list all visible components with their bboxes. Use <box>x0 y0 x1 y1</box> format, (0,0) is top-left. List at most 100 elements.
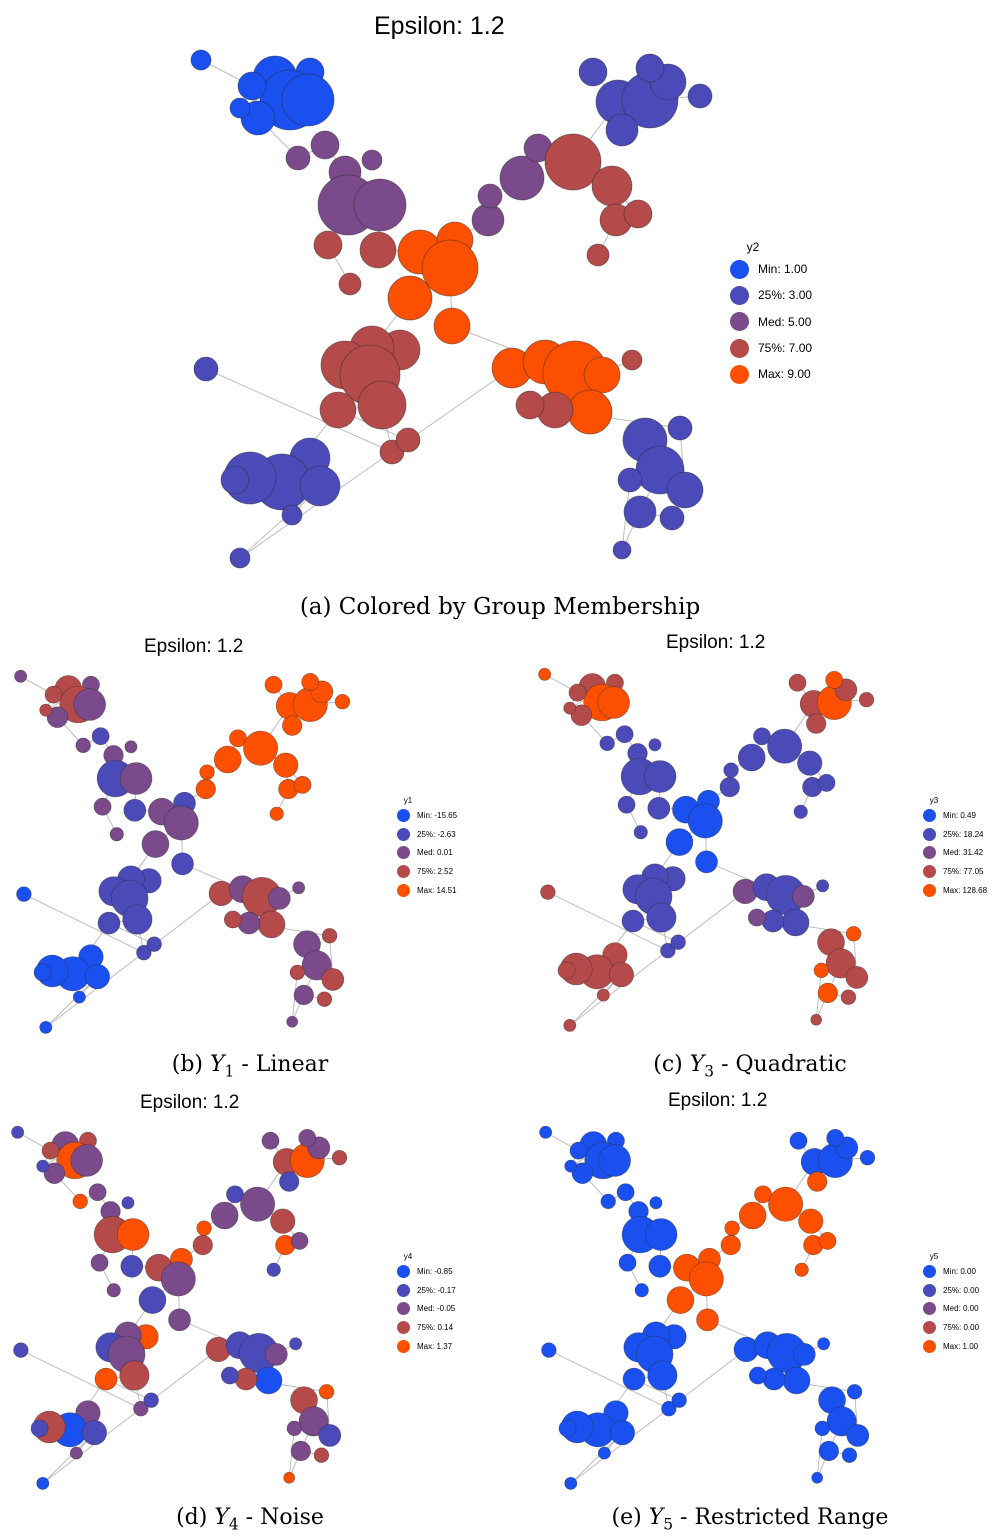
graph-node <box>600 1193 616 1210</box>
graph-node <box>116 1218 150 1251</box>
legend-swatch <box>397 864 410 878</box>
graph-node <box>30 1419 49 1438</box>
graph-node <box>596 988 610 1002</box>
graph-node <box>120 1254 144 1278</box>
graph-node <box>122 904 153 935</box>
graph-node <box>477 183 503 209</box>
graph-node <box>223 910 242 929</box>
legend-label: 75%: 77.05 <box>943 866 984 876</box>
network-graph <box>190 49 713 569</box>
legend-swatch <box>397 1302 410 1316</box>
graph-node <box>264 675 283 694</box>
graph-node <box>196 1220 212 1236</box>
graph-node <box>781 908 810 937</box>
graph-node <box>826 1129 845 1147</box>
graph-node <box>39 1020 53 1034</box>
graph-node <box>121 1196 135 1210</box>
legend: y3 Min: 0.49 25%: 18.24 Med: 31.42 75%: … <box>923 796 987 899</box>
graph-node <box>213 745 242 774</box>
graph-node <box>767 728 803 764</box>
legend-label: Max: 14.51 <box>417 885 457 895</box>
graph-node <box>644 1218 678 1251</box>
graph-node <box>46 706 69 728</box>
graph-node <box>788 673 807 692</box>
graph-node <box>220 1366 239 1385</box>
graph-node <box>289 964 306 981</box>
graph-node <box>623 199 653 229</box>
graph-node <box>361 149 383 171</box>
legend-item: Max: 128.68 <box>923 881 987 900</box>
graph-node <box>612 540 632 560</box>
graph-node <box>285 145 311 171</box>
graph-edge <box>45 893 222 1028</box>
panel-title: Epsilon: 1.2 <box>140 1092 240 1113</box>
graph-node <box>687 803 723 839</box>
panel-c: Epsilon: 1.2 y3 Min: 0.49 25%: 18.24 Med… <box>500 628 1000 1083</box>
graph-node <box>563 1018 577 1032</box>
graph-node <box>825 671 844 689</box>
graph-edge <box>23 893 145 954</box>
graph-node <box>353 178 407 232</box>
legend-label: Med: 0.00 <box>943 1304 979 1314</box>
graph-node <box>75 737 91 754</box>
legend-item: Min: 1.00 <box>730 256 812 282</box>
graph-node <box>846 1384 863 1400</box>
graph-node <box>608 962 634 988</box>
legend-title: y1 <box>403 796 413 805</box>
legend-swatch <box>923 1339 936 1353</box>
graph-node <box>261 1131 280 1150</box>
legend-item: Min: 0.00 <box>923 1262 979 1281</box>
legend-swatch <box>923 808 936 822</box>
graph-node <box>283 1471 296 1484</box>
graph-node <box>660 943 676 959</box>
legend-label: 25%: -2.63 <box>417 829 456 839</box>
graph-node <box>243 730 279 766</box>
graph-node <box>648 1254 672 1278</box>
legend-item: Med: 5.00 <box>730 309 812 335</box>
graph-node <box>136 945 152 961</box>
legend-swatch <box>730 364 749 384</box>
graph-edge <box>570 1349 747 1484</box>
legend-label: Max: 128.68 <box>943 885 988 895</box>
graph-node <box>357 380 407 430</box>
legend-item: Med: -0.05 <box>397 1299 456 1318</box>
graph-node <box>94 1367 118 1391</box>
graph-node <box>688 1261 724 1297</box>
graph-edge <box>239 367 513 559</box>
graph-node <box>563 701 577 715</box>
legend-item: Min: -0.85 <box>397 1262 456 1281</box>
graph-node <box>199 764 215 780</box>
graph-node <box>539 1125 553 1139</box>
graph-node <box>313 1447 330 1463</box>
graph-node <box>220 465 250 495</box>
legend-item: Med: 0.01 <box>397 843 457 862</box>
graph-node <box>723 762 739 778</box>
graph-node <box>313 230 343 260</box>
graph-node <box>163 805 199 841</box>
graph-node <box>846 1424 870 1447</box>
graph-node <box>599 735 615 752</box>
network-graph <box>538 667 875 1032</box>
graph-node <box>622 1367 646 1391</box>
graph-node <box>160 1261 196 1297</box>
graph-node <box>88 1183 107 1202</box>
legend-item: Med: 31.42 <box>923 843 987 862</box>
panel-caption: (c) Y3 - Quadratic <box>653 1052 847 1081</box>
graph-node <box>818 1440 839 1462</box>
legend-swatch <box>923 883 936 897</box>
panel-title: Epsilon: 1.2 <box>144 636 244 657</box>
legend-swatch <box>730 338 749 358</box>
graph-node <box>568 683 587 702</box>
panel-caption: (d) Y4 - Noise <box>176 1505 324 1534</box>
legend-swatch <box>397 883 410 897</box>
graph-node <box>817 982 838 1004</box>
graph-node <box>331 1150 348 1166</box>
graph-node <box>290 1440 311 1462</box>
graph-node <box>72 1193 88 1210</box>
graph-node <box>623 495 657 529</box>
graph-node <box>797 750 823 776</box>
graph-node <box>69 1446 83 1460</box>
graph-node <box>817 1337 831 1351</box>
legend-label: Min: -0.85 <box>417 1266 453 1276</box>
graph-node <box>635 53 665 83</box>
